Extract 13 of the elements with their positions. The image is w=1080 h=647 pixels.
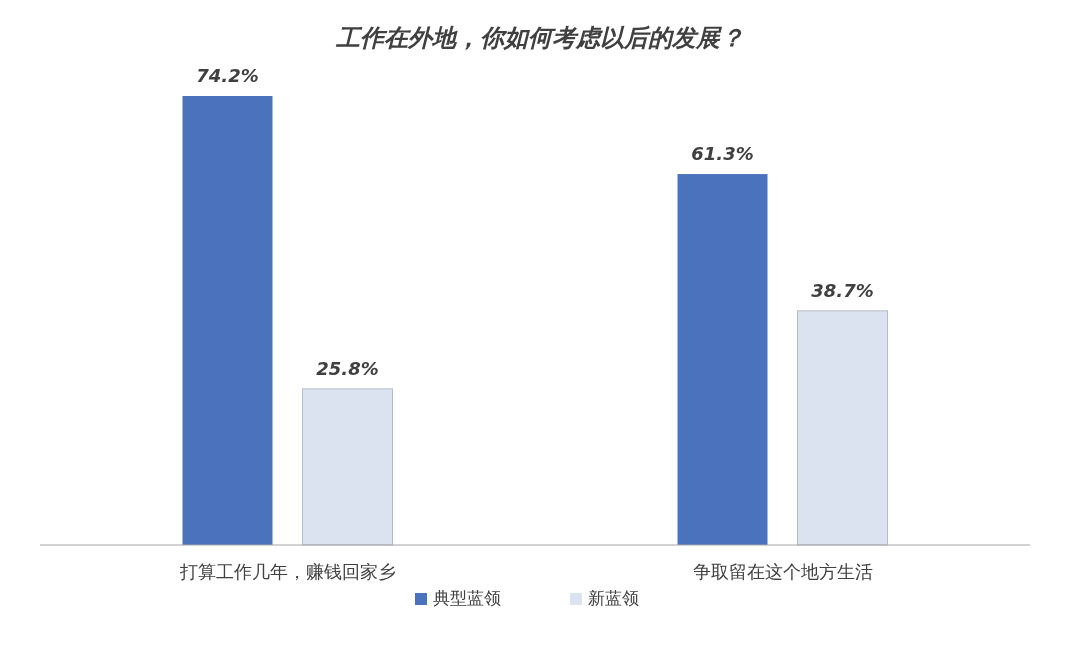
- legend-label: 新蓝领: [588, 588, 639, 608]
- x-tick-label: 打算工作几年，赚钱回家乡: [178, 561, 396, 582]
- chart-title: 工作在外地，你如何考虑以后的发展？: [335, 24, 744, 52]
- data-label: 38.7%: [811, 279, 874, 301]
- bar: [677, 174, 768, 545]
- data-label: 61.3%: [691, 143, 754, 165]
- x-tick-label: 争取留在这个地方生活: [692, 561, 873, 582]
- bar: [797, 310, 888, 546]
- legend-label: 典型蓝领: [433, 588, 501, 608]
- bar: [182, 96, 273, 545]
- bar: [302, 388, 393, 546]
- data-label: 25.8%: [316, 357, 379, 379]
- data-label: 74.2%: [196, 65, 259, 86]
